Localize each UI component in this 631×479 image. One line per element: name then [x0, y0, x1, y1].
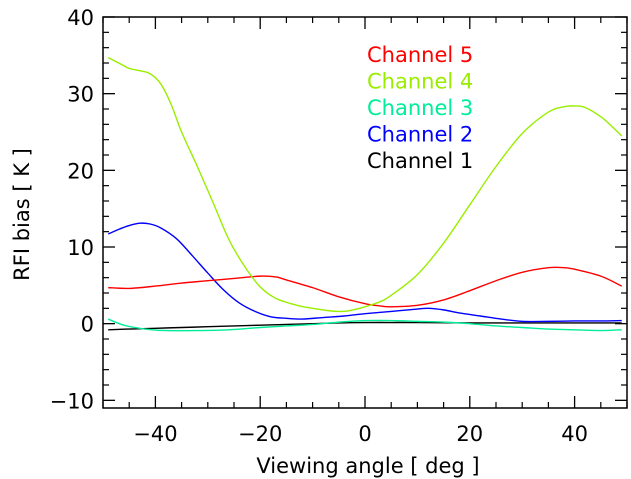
y-tick-label: 10: [67, 236, 94, 260]
legend-entry-channel-1: Channel 1: [367, 149, 473, 173]
series-line-channel-2: [107, 222, 622, 323]
legend-entry-channel-4: Channel 4: [367, 70, 473, 94]
plot-area: [107, 57, 623, 332]
x-axis-label: Viewing angle [ deg ]: [256, 454, 479, 478]
y-tick-label: 0: [81, 313, 94, 337]
series-line-channel-4: [107, 57, 623, 313]
x-tick-labels: −40 −20 0 20 40: [133, 422, 588, 446]
axis-ticks: [102, 16, 628, 408]
x-tick-label: 40: [561, 422, 588, 446]
series-line-channel-5: [108, 266, 623, 308]
y-tick-label: 30: [67, 83, 94, 107]
legend-entry-channel-5: Channel 5: [367, 43, 473, 67]
y-axis-label: RFI bias [ K ]: [10, 148, 34, 281]
legend-entry-channel-2: Channel 2: [367, 123, 473, 147]
y-tick-label: 20: [67, 159, 94, 183]
x-tick-label: −20: [238, 422, 282, 446]
x-tick-label: 0: [358, 422, 371, 446]
y-tick-label: −10: [50, 389, 94, 413]
y-tick-label: 40: [67, 6, 94, 30]
series-line-channel-1: [108, 321, 622, 331]
legend-entry-channel-3: Channel 3: [367, 96, 473, 120]
x-tick-label: 20: [456, 422, 483, 446]
y-tick-labels: −10 0 10 20 30 40: [50, 6, 94, 413]
series-line-channel-3: [107, 318, 622, 332]
x-tick-label: −40: [133, 422, 177, 446]
